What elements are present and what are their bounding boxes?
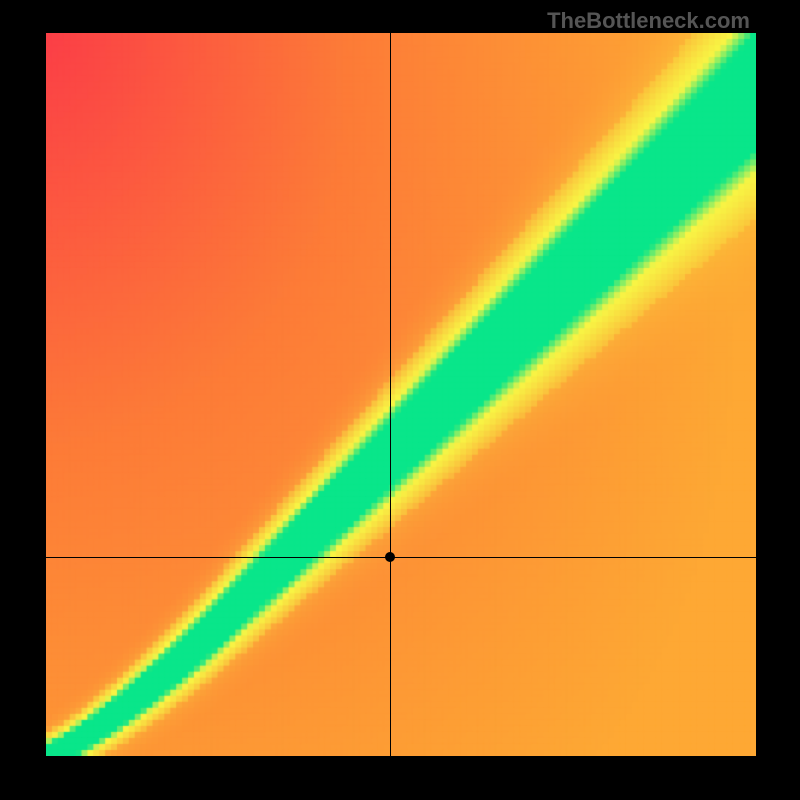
watermark-text: TheBottleneck.com [547,8,750,34]
crosshair-horizontal [46,557,756,558]
crosshair-vertical [390,33,391,756]
chart-container: TheBottleneck.com [0,0,800,800]
bottleneck-heatmap [46,33,756,756]
